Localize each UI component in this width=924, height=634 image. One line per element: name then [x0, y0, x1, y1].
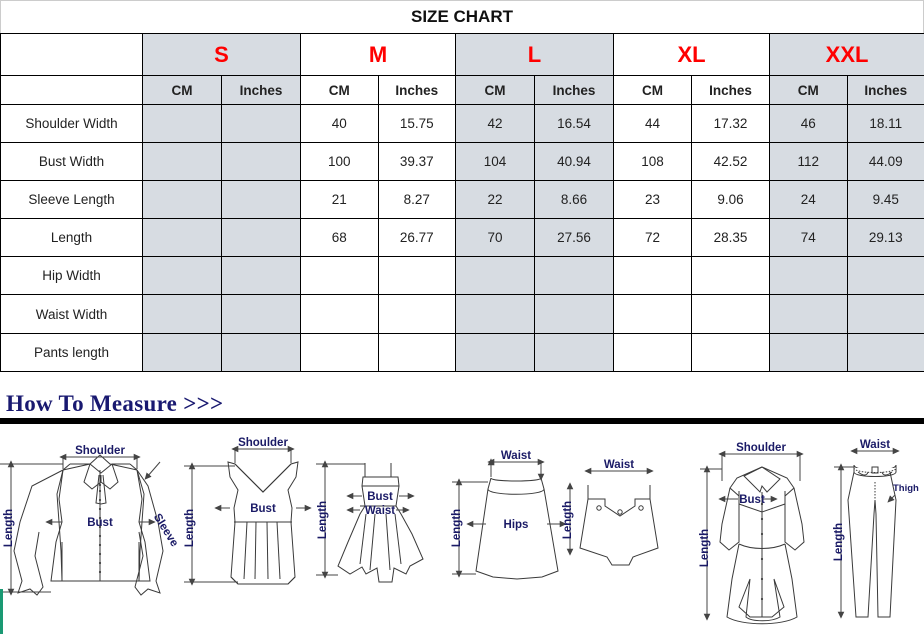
svg-text:Bust: Bust — [367, 491, 393, 503]
svg-text:Length: Length — [317, 500, 329, 538]
svg-text:Bust: Bust — [739, 494, 765, 506]
svg-text:Thigh: Thigh — [893, 483, 919, 494]
svg-text:Waist: Waist — [365, 505, 395, 517]
svg-text:Sleeve: Sleeve — [151, 511, 180, 548]
svg-text:Length: Length — [184, 508, 196, 546]
svg-text:Bust: Bust — [87, 517, 113, 529]
svg-text:Length: Length — [562, 500, 574, 538]
svg-text:Shoulder: Shoulder — [75, 445, 125, 457]
svg-text:Hips: Hips — [504, 519, 529, 531]
svg-text:Shoulder: Shoulder — [736, 442, 786, 454]
svg-text:Length: Length — [699, 528, 711, 566]
svg-text:Length: Length — [833, 522, 845, 560]
svg-text:Length: Length — [3, 508, 15, 546]
svg-text:Bust: Bust — [250, 503, 276, 515]
svg-text:Waist: Waist — [860, 439, 890, 451]
svg-text:Shoulder: Shoulder — [238, 437, 288, 449]
svg-text:Waist: Waist — [604, 459, 634, 471]
svg-text:Waist: Waist — [501, 450, 531, 462]
svg-text:Length: Length — [451, 508, 463, 546]
